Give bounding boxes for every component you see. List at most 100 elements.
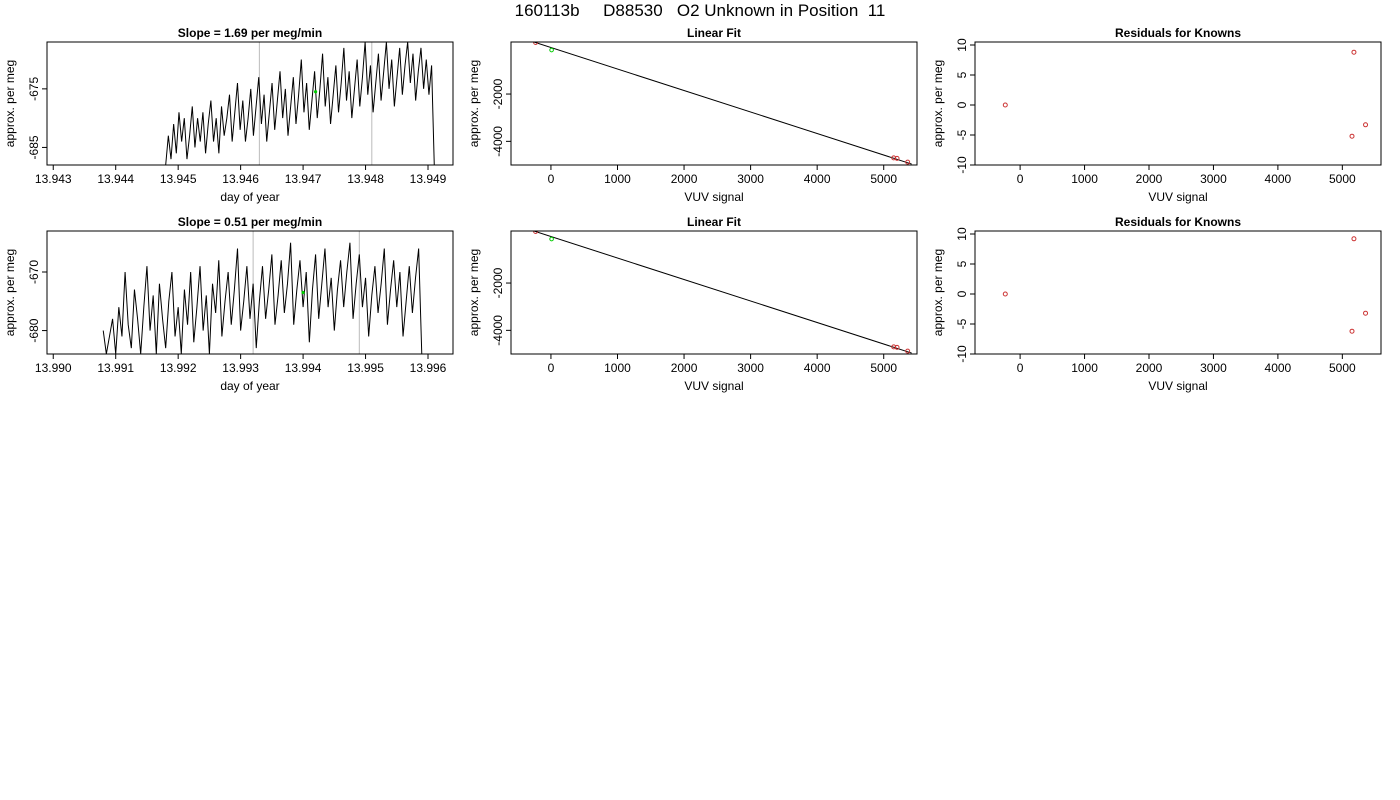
y-axis-label: approx. per meg bbox=[467, 249, 481, 336]
y-tick-label: -675 bbox=[27, 77, 41, 101]
y-tick-label: -10 bbox=[955, 345, 969, 363]
page-title: 160113b D88530 O2 Unknown in Position 11 bbox=[514, 1, 886, 20]
data-line bbox=[165, 42, 435, 165]
plot-frame bbox=[510, 41, 918, 166]
y-axis-label: approx. per meg bbox=[467, 60, 481, 147]
y-tick-label: -10 bbox=[955, 156, 969, 174]
x-axis-label: VUV signal bbox=[1148, 190, 1207, 204]
known-point bbox=[1363, 310, 1369, 316]
known-point bbox=[891, 155, 897, 161]
panel-title: Linear Fit bbox=[687, 215, 741, 229]
x-tick-label: 13.944 bbox=[97, 172, 134, 186]
x-tick-label: 13.948 bbox=[347, 172, 384, 186]
plot-frame bbox=[974, 41, 1382, 166]
panel-title: Residuals for Knowns bbox=[1115, 215, 1241, 229]
x-tick-label: 2000 bbox=[1136, 172, 1163, 186]
panel-slope-row2: Slope = 0.51 per meg/min day of year appro… bbox=[3, 215, 454, 393]
x-tick-label: 13.946 bbox=[222, 172, 259, 186]
y-tick-label: -5 bbox=[955, 318, 969, 329]
x-tick-label: 5000 bbox=[1329, 361, 1356, 375]
plot-frame bbox=[46, 41, 454, 166]
plot-frame bbox=[974, 230, 1382, 355]
x-tick-label: 3000 bbox=[737, 172, 764, 186]
known-point bbox=[1349, 133, 1355, 139]
x-tick-label: 0 bbox=[1017, 361, 1024, 375]
y-axis-label: approx. per meg bbox=[3, 249, 17, 336]
panel-title: Residuals for Knowns bbox=[1115, 26, 1241, 40]
known-point bbox=[1351, 49, 1357, 55]
y-tick-label: 5 bbox=[955, 71, 969, 78]
x-tick-label: 13.993 bbox=[222, 361, 259, 375]
y-tick-label: -685 bbox=[27, 135, 41, 159]
y-tick-label: 10 bbox=[955, 227, 969, 241]
x-tick-label: 0 bbox=[1017, 172, 1024, 186]
x-tick-label: 13.994 bbox=[285, 361, 322, 375]
y-tick-label: -2000 bbox=[491, 267, 505, 298]
known-point bbox=[1002, 102, 1008, 108]
unknown-point bbox=[549, 236, 554, 242]
plot-area bbox=[532, 42, 912, 165]
panel-resid-row1: Residuals for Knowns VUV signal approx. pe… bbox=[931, 26, 1382, 204]
x-tick-label: 13.995 bbox=[347, 361, 384, 375]
y-axis-label: approx. per meg bbox=[931, 60, 945, 147]
plot-area bbox=[1002, 236, 1369, 334]
x-tick-label: 3000 bbox=[1200, 361, 1227, 375]
y-tick-label: -5 bbox=[955, 129, 969, 140]
plot-area bbox=[102, 231, 423, 354]
y-tick-label: 0 bbox=[955, 290, 969, 297]
known-point bbox=[1002, 291, 1008, 297]
fit-line bbox=[532, 42, 912, 165]
x-tick-label: 13.996 bbox=[410, 361, 447, 375]
x-tick-label: 4000 bbox=[804, 361, 831, 375]
x-tick-label: 0 bbox=[548, 172, 555, 186]
known-point bbox=[905, 159, 911, 165]
plot-area bbox=[165, 42, 435, 165]
fit-line bbox=[532, 231, 912, 354]
x-tick-label: 1000 bbox=[604, 361, 631, 375]
y-tick-label: -4000 bbox=[491, 315, 505, 346]
x-tick-label: 0 bbox=[548, 361, 555, 375]
x-tick-label: 2000 bbox=[671, 361, 698, 375]
x-axis-label: VUV signal bbox=[684, 379, 743, 393]
panel-title: Slope = 1.69 per meg/min bbox=[178, 26, 322, 40]
plot-frame bbox=[46, 230, 454, 355]
x-tick-label: 13.991 bbox=[97, 361, 134, 375]
x-tick-label: 2000 bbox=[1136, 361, 1163, 375]
y-tick-label: 0 bbox=[955, 101, 969, 108]
plot-area bbox=[1002, 49, 1369, 139]
known-point bbox=[891, 344, 897, 350]
y-axis-label: approx. per meg bbox=[3, 60, 17, 147]
panel-title: Linear Fit bbox=[687, 26, 741, 40]
known-point bbox=[894, 155, 900, 161]
y-tick-label: -2000 bbox=[491, 78, 505, 109]
x-tick-label: 13.945 bbox=[160, 172, 197, 186]
data-line bbox=[102, 242, 423, 354]
panel-slope-row1: Slope = 1.69 per meg/min day of year appro… bbox=[3, 26, 454, 204]
panel-title: Slope = 0.51 per meg/min bbox=[178, 215, 322, 229]
x-tick-label: 3000 bbox=[1200, 172, 1227, 186]
plot-area bbox=[532, 231, 912, 354]
panel-linfit-row2: Linear Fit VUV signal approx. per meg 0 1000… bbox=[467, 215, 918, 393]
x-tick-label: 5000 bbox=[1329, 172, 1356, 186]
y-tick-label: -670 bbox=[27, 260, 41, 284]
x-tick-label: 13.990 bbox=[35, 361, 72, 375]
x-tick-label: 3000 bbox=[737, 361, 764, 375]
known-point bbox=[1363, 122, 1369, 128]
known-point bbox=[905, 348, 911, 354]
y-tick-label: -680 bbox=[27, 318, 41, 342]
known-point bbox=[1349, 328, 1355, 334]
x-tick-label: 13.943 bbox=[35, 172, 72, 186]
x-tick-label: 5000 bbox=[870, 172, 897, 186]
x-tick-label: 1000 bbox=[604, 172, 631, 186]
x-tick-label: 1000 bbox=[1071, 172, 1098, 186]
x-tick-label: 13.992 bbox=[160, 361, 197, 375]
known-point bbox=[894, 344, 900, 350]
panel-linfit-row1: Linear Fit VUV signal approx. per meg 0 1000… bbox=[467, 26, 918, 204]
x-tick-label: 1000 bbox=[1071, 361, 1098, 375]
y-axis-label: approx. per meg bbox=[931, 249, 945, 336]
x-tick-label: 13.949 bbox=[410, 172, 447, 186]
x-tick-label: 4000 bbox=[1265, 361, 1292, 375]
panel-resid-row2: Residuals for Knowns VUV signal approx. pe… bbox=[931, 215, 1382, 393]
known-point bbox=[1351, 236, 1357, 242]
